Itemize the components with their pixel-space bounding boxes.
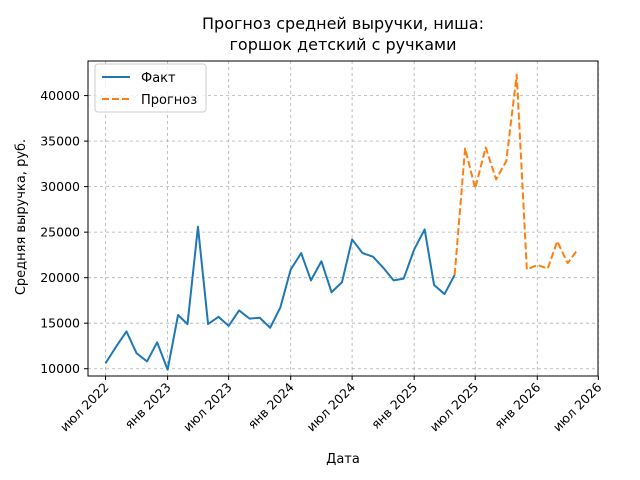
y-tick-label: 40000	[40, 88, 80, 103]
legend-label-forecast: Прогноз	[141, 93, 197, 108]
series-layer	[104, 73, 579, 371]
series-line-fact	[104, 225, 456, 371]
chart-title-line-2: горшок детский с ручками	[230, 35, 457, 54]
grid	[88, 61, 599, 376]
series-line-forecast	[453, 73, 579, 276]
legend-label-fact: Факт	[141, 71, 176, 86]
plot-area-frame	[87, 60, 599, 377]
chart-title-line-1: Прогноз средней выручки, ниша:	[202, 14, 484, 33]
x-axis-label: Дата	[326, 452, 360, 467]
y-tick-label: 35000	[40, 134, 80, 149]
y-tick-label: 15000	[40, 316, 80, 331]
y-tick-label: 25000	[40, 225, 80, 240]
y-tick-label: 30000	[40, 179, 80, 194]
legend: Факт Прогноз	[94, 63, 207, 113]
y-tick-label: 10000	[40, 361, 80, 376]
y-tick-label: 20000	[40, 270, 80, 285]
y-axis-label: Средняя выручка, руб.	[14, 139, 29, 295]
